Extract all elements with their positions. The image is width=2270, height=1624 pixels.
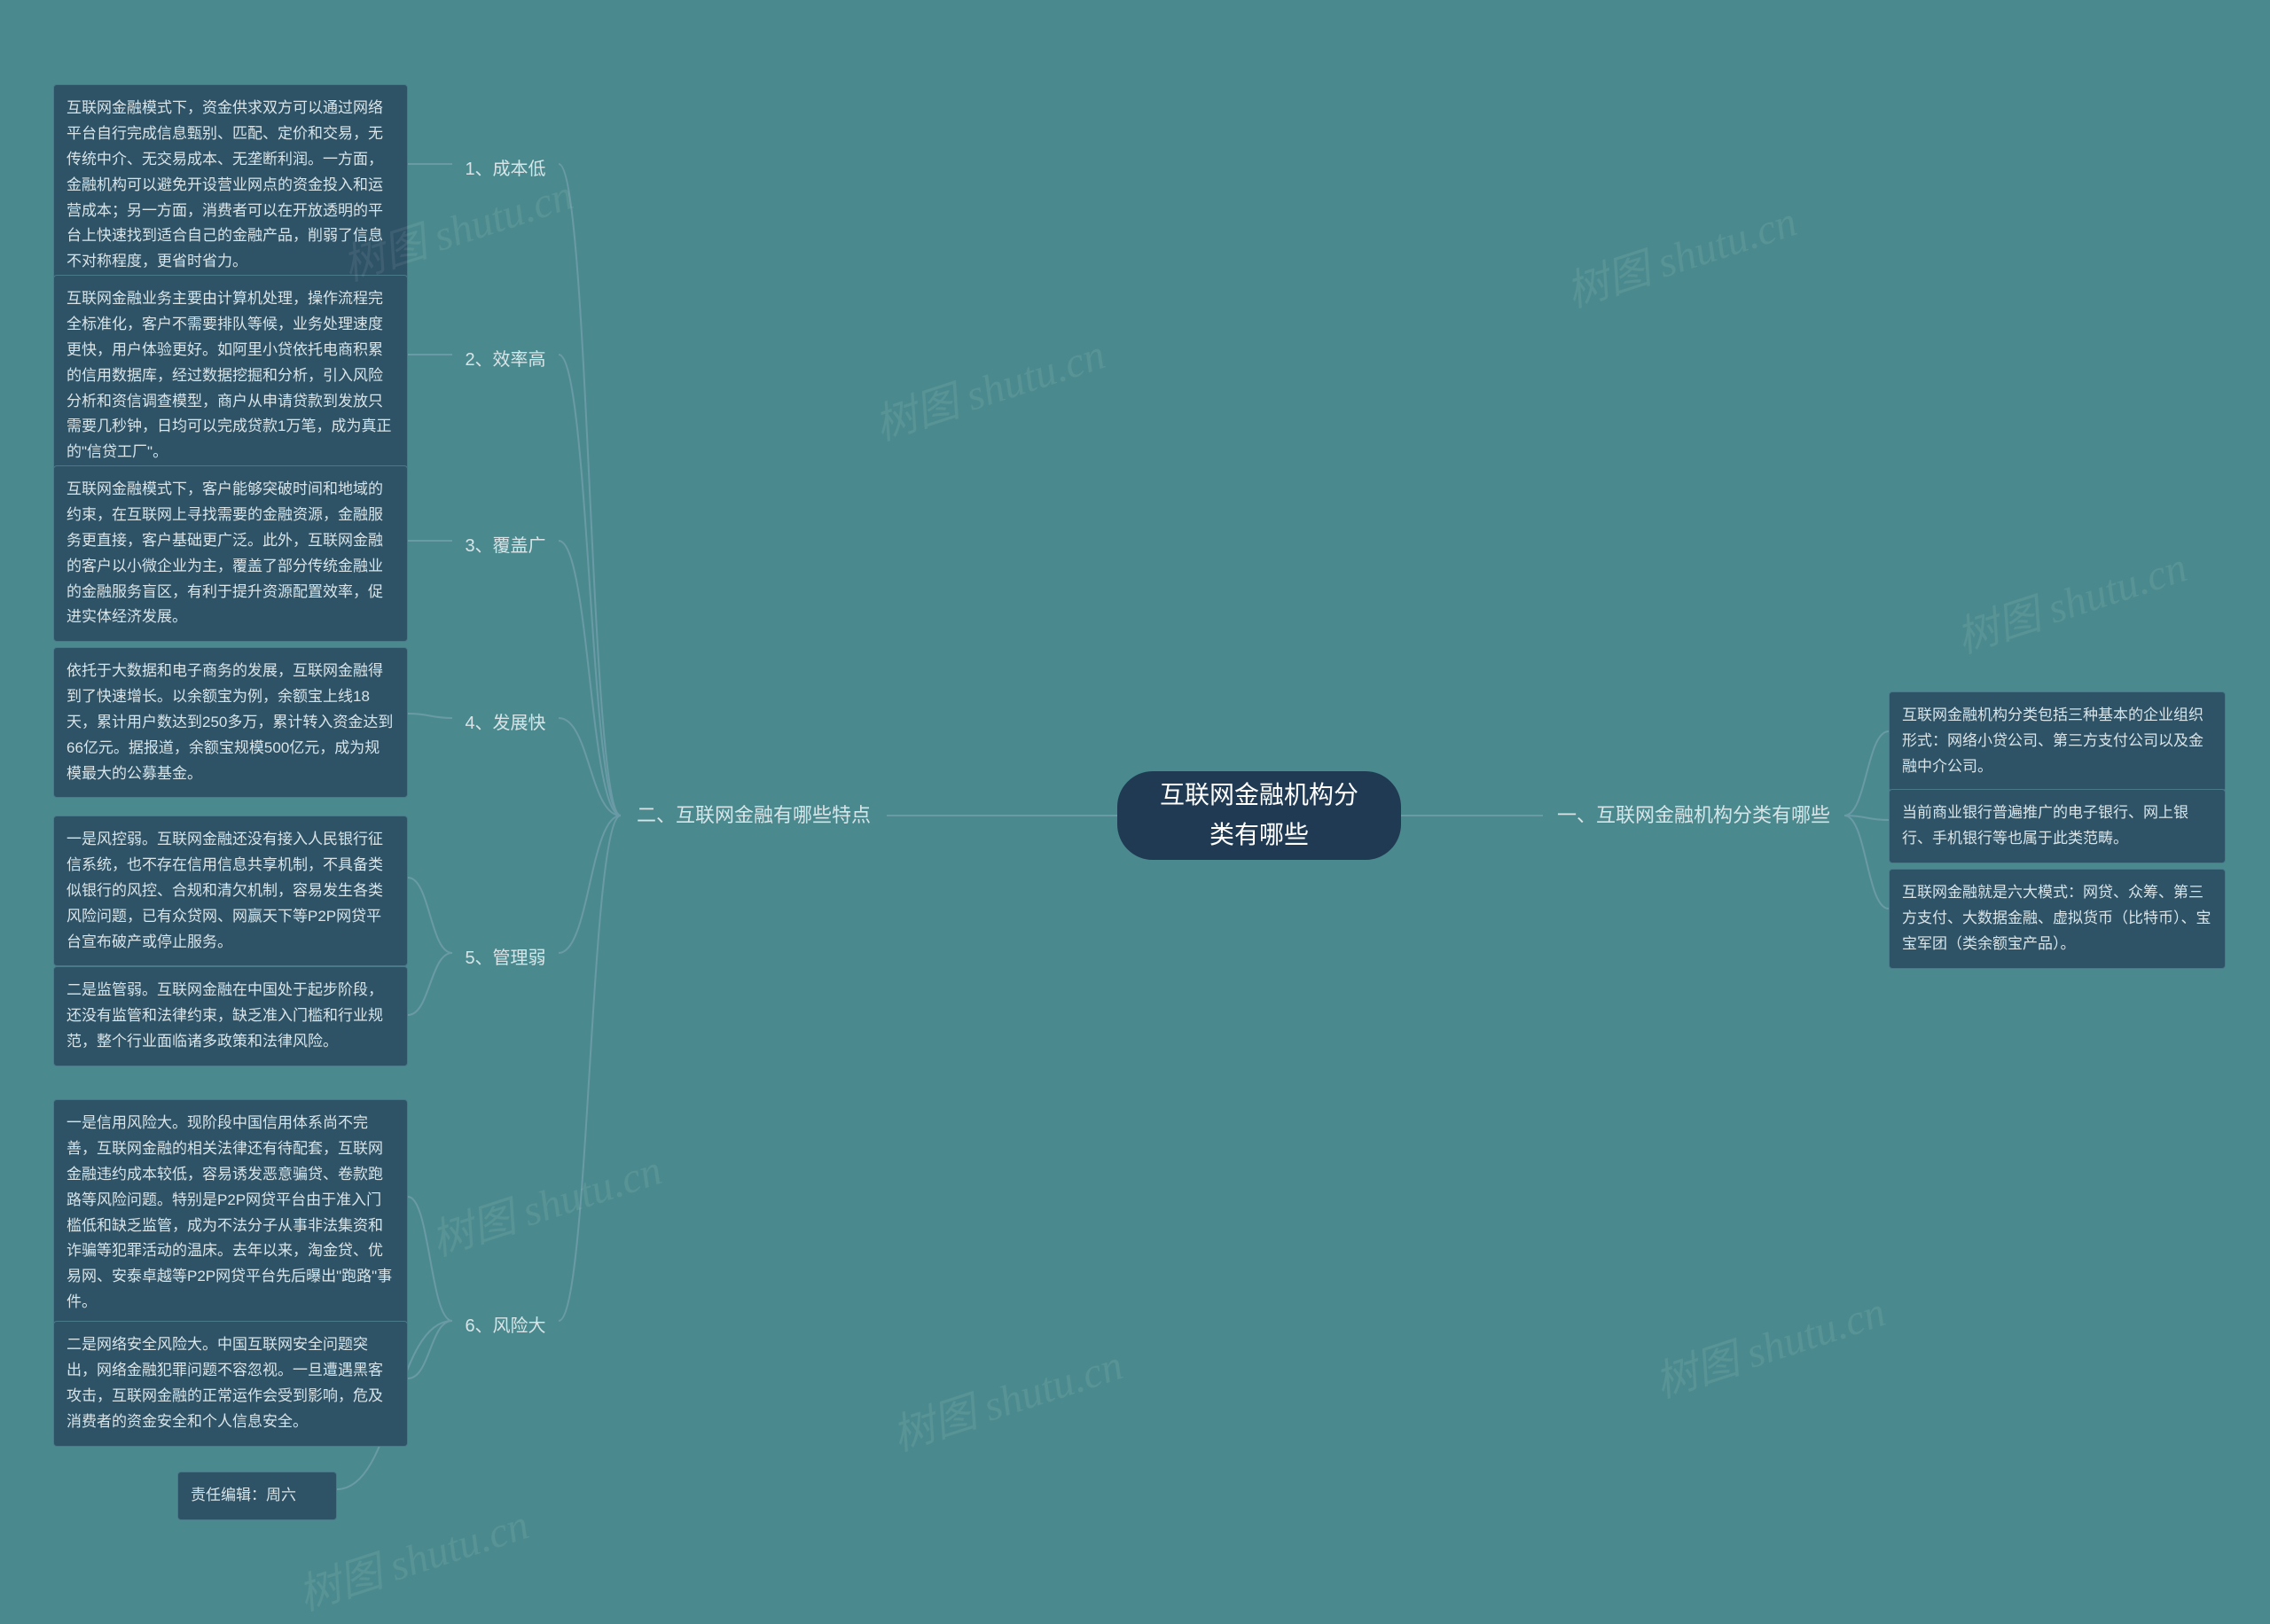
root-label: 互联网金融机构分类有哪些 [1149, 776, 1369, 855]
sub-0-label: 1、成本低 [465, 155, 545, 183]
leaf-4-1-label: 二是监管弱。互联网金融在中国处于起步阶段，还没有监管和法律约束，缺乏准入门槛和行… [67, 978, 395, 1055]
leaf-0-0-label: 互联网金融模式下，资金供求双方可以通过网络平台自行完成信息甄别、匹配、定价和交易… [67, 96, 395, 275]
branch-left: 二、互联网金融有哪些特点 [621, 793, 887, 838]
leaf-1-0: 互联网金融业务主要由计算机处理，操作流程完全标准化，客户不需要排队等候，业务处理… [53, 275, 408, 477]
right-leaf-1: 当前商业银行普遍推广的电子银行、网上银行、手机银行等也属于此类范畴。 [1889, 789, 2226, 863]
watermark-6: 树图 shutu.cn [1646, 1277, 1892, 1409]
sub-1: 2、效率高 [452, 337, 559, 383]
sub-5-label: 6、风险大 [465, 1312, 545, 1340]
watermark-2: 树图 shutu.cn [1557, 186, 1804, 319]
sub-0: 1、成本低 [452, 146, 559, 192]
leaf-1-0-label: 互联网金融业务主要由计算机处理，操作流程完全标准化，客户不需要排队等候，业务处理… [67, 286, 395, 465]
leaf-5-0-label: 一是信用风险大。现阶段中国信用体系尚不完善，互联网金融的相关法律还有待配套，互联… [67, 1111, 395, 1316]
root-node: 互联网金融机构分类有哪些 [1117, 771, 1401, 860]
leaf-3-0: 依托于大数据和电子商务的发展，互联网金融得到了快速增长。以余额宝为例，余额宝上线… [53, 647, 408, 798]
right-leaf-2-label: 互联网金融就是六大模式：网贷、众筹、第三方支付、大数据金融、虚拟货币（比特币）、… [1902, 880, 2212, 957]
leaf-2-0-label: 互联网金融模式下，客户能够突破时间和地域的约束，在互联网上寻找需要的金融资源，金… [67, 477, 395, 630]
leaf-5-1-label: 二是网络安全风险大。中国互联网安全问题突出，网络金融犯罪问题不容忽视。一旦遭遇黑… [67, 1332, 395, 1435]
sub-1-label: 2、效率高 [465, 346, 545, 374]
sub-4-label: 5、管理弱 [465, 944, 545, 972]
leaf-5-2-label: 责任编辑：周六 [191, 1483, 296, 1509]
leaf-2-0: 互联网金融模式下，客户能够突破时间和地域的约束，在互联网上寻找需要的金融资源，金… [53, 465, 408, 642]
sub-5: 6、风险大 [452, 1303, 559, 1349]
leaf-5-0: 一是信用风险大。现阶段中国信用体系尚不完善，互联网金融的相关法律还有待配套，互联… [53, 1099, 408, 1327]
leaf-4-0-label: 一是风控弱。互联网金融还没有接入人民银行征信系统，也不存在信用信息共享机制，不具… [67, 827, 395, 955]
leaf-5-1: 二是网络安全风险大。中国互联网安全问题突出，网络金融犯罪问题不容忽视。一旦遭遇黑… [53, 1321, 408, 1447]
right-leaf-1-label: 当前商业银行普遍推广的电子银行、网上银行、手机银行等也属于此类范畴。 [1902, 800, 2212, 852]
sub-4: 5、管理弱 [452, 935, 559, 981]
leaf-4-0: 一是风控弱。互联网金融还没有接入人民银行征信系统，也不存在信用信息共享机制，不具… [53, 816, 408, 966]
right-leaf-0: 互联网金融机构分类包括三种基本的企业组织形式：网络小贷公司、第三方支付公司以及金… [1889, 691, 2226, 792]
sub-2: 3、覆盖广 [452, 523, 559, 569]
right-leaf-0-label: 互联网金融机构分类包括三种基本的企业组织形式：网络小贷公司、第三方支付公司以及金… [1902, 703, 2212, 780]
watermark-4: 树图 shutu.cn [422, 1135, 669, 1268]
watermark-5: 树图 shutu.cn [883, 1330, 1130, 1463]
branch-right-label: 一、互联网金融机构分类有哪些 [1557, 800, 1830, 831]
leaf-4-1: 二是监管弱。互联网金融在中国处于起步阶段，还没有监管和法律约束，缺乏准入门槛和行… [53, 966, 408, 1066]
branch-right: 一、互联网金融机构分类有哪些 [1543, 793, 1844, 838]
sub-3-label: 4、发展快 [465, 709, 545, 738]
right-leaf-2: 互联网金融就是六大模式：网贷、众筹、第三方支付、大数据金融、虚拟货币（比特币）、… [1889, 869, 2226, 969]
watermark-1: 树图 shutu.cn [865, 319, 1112, 452]
leaf-3-0-label: 依托于大数据和电子商务的发展，互联网金融得到了快速增长。以余额宝为例，余额宝上线… [67, 659, 395, 786]
sub-2-label: 3、覆盖广 [465, 532, 545, 560]
leaf-0-0: 互联网金融模式下，资金供求双方可以通过网络平台自行完成信息甄别、匹配、定价和交易… [53, 84, 408, 286]
watermark-3: 树图 shutu.cn [1947, 532, 2194, 665]
sub-3: 4、发展快 [452, 700, 559, 746]
leaf-5-2: 责任编辑：周六 [177, 1472, 337, 1520]
branch-left-label: 二、互联网金融有哪些特点 [637, 800, 871, 831]
